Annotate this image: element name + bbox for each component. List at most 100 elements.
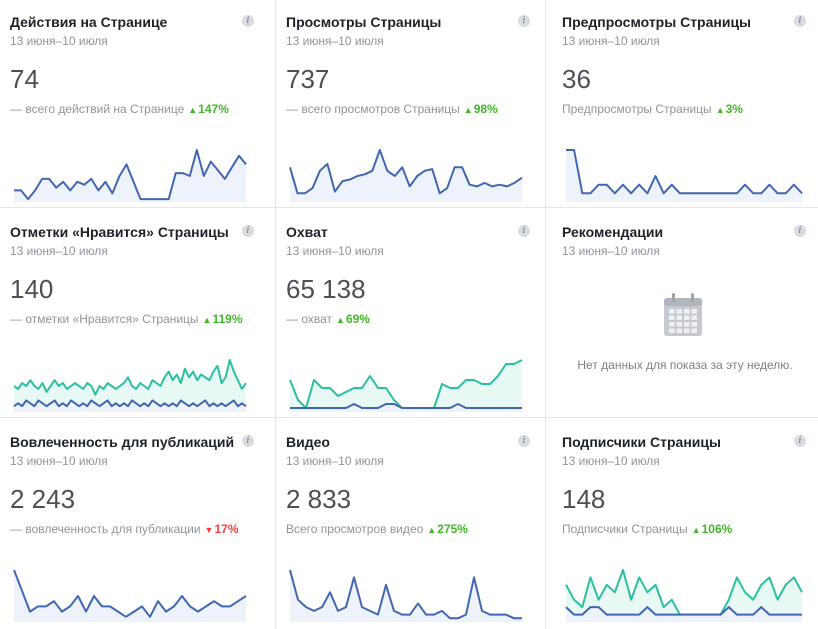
info-icon[interactable]: i (794, 15, 806, 27)
metric-subtitle: Подписчики Страницы ▲106% (562, 522, 732, 536)
triangle-up-icon: ▲ (691, 525, 701, 535)
sparkline-line-blue (289, 149, 523, 195)
sparkline-area-blue (14, 570, 246, 622)
metric-subtitle: — вовлеченность для публикации ▼17% (10, 522, 239, 536)
metric-value: 140 (10, 274, 54, 304)
video-card[interactable]: Видео 13 июня–10 июля i 2 833 Всего просмотр… (276, 420, 552, 629)
sparkline-line-blue (290, 403, 522, 409)
triangle-up-icon: ▲ (188, 105, 198, 115)
change-badge: ▲106% (692, 522, 733, 536)
change-percent: 69% (345, 312, 370, 326)
post-engagement-card[interactable]: Вовлеченность для публикаций 13 июня–10 и… (0, 420, 276, 629)
date-range: 13 июня–10 июля (10, 34, 108, 48)
info-icon[interactable]: i (518, 225, 530, 237)
date-range: 13 июня–10 июля (286, 34, 384, 48)
triangle-up-icon: ▲ (202, 315, 212, 325)
page-followers-card[interactable]: Подписчики Страницы 13 июня–10 июля i 148 По… (552, 420, 818, 629)
triangle-up-icon: ▲ (463, 105, 473, 115)
info-icon[interactable]: i (518, 15, 530, 27)
empty-state-text: Нет данных для показа за эту неделю. (577, 358, 793, 372)
recommendations-card[interactable]: Рекомендации 13 июня–10 июля i Нет данных д… (552, 210, 818, 420)
reach-card[interactable]: Охват 13 июня–10 июля i 65 138 — охват ▲69% (276, 210, 552, 420)
card-title: Действия на Странице (10, 14, 168, 30)
sparkline-area-blue (566, 607, 802, 622)
info-icon[interactable]: i (242, 225, 254, 237)
metric-subtitle: — охват ▲69% (286, 312, 370, 326)
change-percent: 106% (701, 522, 733, 536)
sparkline-chart (14, 149, 247, 202)
change-percent: 275% (437, 522, 468, 536)
sparkline-line-blue (565, 606, 802, 616)
metric-value: 737 (286, 64, 330, 94)
metric-description: — охват (286, 312, 333, 326)
sparkline-line-teal (13, 359, 247, 396)
info-icon[interactable]: i (242, 15, 254, 27)
sparkline-line-blue (14, 149, 247, 201)
sparkline-line-blue (566, 149, 803, 195)
metric-value: 36 (562, 64, 591, 94)
metric-description: — всего действий на Странице (10, 102, 185, 116)
card-title: Подписчики Страницы (562, 434, 721, 450)
change-badge: ▲69% (336, 312, 370, 326)
change-badge: ▲147% (188, 102, 229, 116)
card-title: Предпросмотры Страницы (562, 14, 752, 30)
card-title: Охват (286, 224, 328, 240)
metric-value: 2 243 (10, 484, 76, 514)
date-range: 13 июня–10 июля (562, 454, 660, 468)
metric-subtitle: — всего просмотров Страницы ▲98% (286, 102, 498, 116)
metric-description: Всего просмотров видео (286, 522, 424, 536)
info-icon[interactable]: i (518, 435, 530, 447)
date-range: 13 июня–10 июля (562, 34, 660, 48)
sparkline-chart (13, 359, 247, 412)
sparkline-chart (289, 359, 523, 412)
info-icon[interactable]: i (242, 435, 254, 447)
change-badge: ▲3% (716, 102, 743, 116)
page-views-card[interactable]: Просмотры Страницы 13 июня–10 июля i 737 — в… (276, 0, 552, 210)
info-icon[interactable]: i (794, 435, 806, 447)
page-likes-card[interactable]: Отметки «Нравится» Страницы 13 июня–10 ию… (0, 210, 276, 420)
sparkline-line-blue (13, 399, 247, 408)
date-range: 13 июня–10 июля (10, 454, 108, 468)
sparkline-area-blue (14, 150, 246, 202)
metric-description: Подписчики Страницы (562, 522, 688, 536)
change-percent: 3% (725, 102, 743, 116)
sparkline-area-blue (290, 150, 522, 202)
metric-subtitle: Всего просмотров видео ▲275% (286, 522, 468, 536)
change-badge: ▲98% (464, 102, 498, 116)
change-badge: ▲119% (203, 312, 243, 326)
metric-value: 2 833 (286, 484, 352, 514)
sparkline-area-teal (290, 360, 522, 412)
card-title: Рекомендации (562, 224, 664, 240)
change-percent: 17% (214, 522, 239, 536)
change-percent: 98% (473, 102, 498, 116)
triangle-up-icon: ▲ (336, 315, 345, 325)
card-title: Вовлеченность для публикаций (10, 434, 235, 450)
metric-description: — вовлеченность для публикации (10, 522, 201, 536)
sparkline-chart (13, 569, 247, 622)
page-actions-card[interactable]: Действия на Странице 13 июня–10 июля i 74 — … (0, 0, 276, 210)
calendar-icon (664, 293, 702, 336)
sparkline-line-blue (13, 569, 247, 618)
sparkline-chart (289, 569, 522, 622)
metric-subtitle: — отметки «Нравится» Страницы ▲119% (10, 312, 242, 326)
change-badge: ▲275% (427, 522, 468, 536)
card-title: Видео (286, 434, 330, 450)
metric-description: — отметки «Нравится» Страницы (10, 312, 199, 326)
triangle-up-icon: ▲ (427, 525, 437, 535)
card-title: Отметки «Нравится» Страницы (10, 224, 229, 240)
date-range: 13 июня–10 июля (286, 244, 384, 258)
triangle-up-icon: ▲ (715, 105, 725, 115)
sparkline-area-blue (566, 150, 802, 202)
metric-value: 74 (10, 64, 39, 94)
sparkline-line-blue (289, 569, 522, 620)
card-title: Просмотры Страницы (286, 14, 442, 30)
sparkline-area-teal (14, 360, 246, 412)
date-range: 13 июня–10 июля (286, 454, 384, 468)
page-previews-card[interactable]: Предпросмотры Страницы 13 июня–10 июля i 36… (552, 0, 818, 210)
sparkline-chart (565, 569, 803, 622)
info-icon[interactable]: i (794, 225, 806, 237)
metric-subtitle: — всего действий на Странице ▲147% (10, 102, 229, 116)
column-divider (545, 0, 546, 629)
sparkline-area-teal (566, 570, 802, 622)
